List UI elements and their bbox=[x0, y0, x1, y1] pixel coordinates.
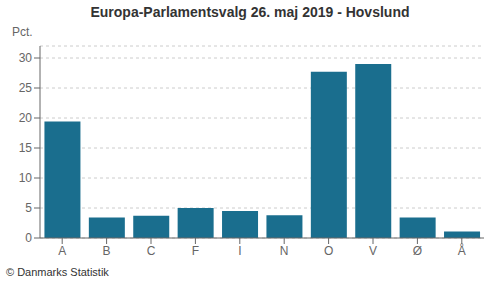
svg-text:I: I bbox=[238, 244, 241, 258]
html-text:© Danmarks Statistik: © Danmarks Statistik bbox=[6, 266, 109, 278]
svg-text:N: N bbox=[280, 244, 289, 258]
svg-text:C: C bbox=[147, 244, 156, 258]
svg-text:0: 0 bbox=[25, 231, 32, 245]
html-text:Europa-Parlamentsvalg 26. maj: Europa-Parlamentsvalg 26. maj 2019 - Hov… bbox=[90, 4, 410, 20]
svg-text:20: 20 bbox=[19, 111, 33, 125]
svg-text:A: A bbox=[58, 244, 66, 258]
svg-text:25: 25 bbox=[19, 81, 33, 95]
svg-text:30: 30 bbox=[19, 51, 33, 65]
svg-text:Å: Å bbox=[458, 243, 466, 258]
svg-text:V: V bbox=[369, 244, 377, 258]
html-text:Pct.: Pct. bbox=[12, 25, 33, 39]
svg-text:B: B bbox=[103, 244, 111, 258]
svg-text:10: 10 bbox=[19, 171, 33, 185]
svg-text:F: F bbox=[192, 244, 199, 258]
svg-text:Ø: Ø bbox=[413, 244, 422, 258]
svg-text:O: O bbox=[324, 244, 333, 258]
svg-text:15: 15 bbox=[19, 141, 33, 155]
svg-text:5: 5 bbox=[25, 201, 32, 215]
